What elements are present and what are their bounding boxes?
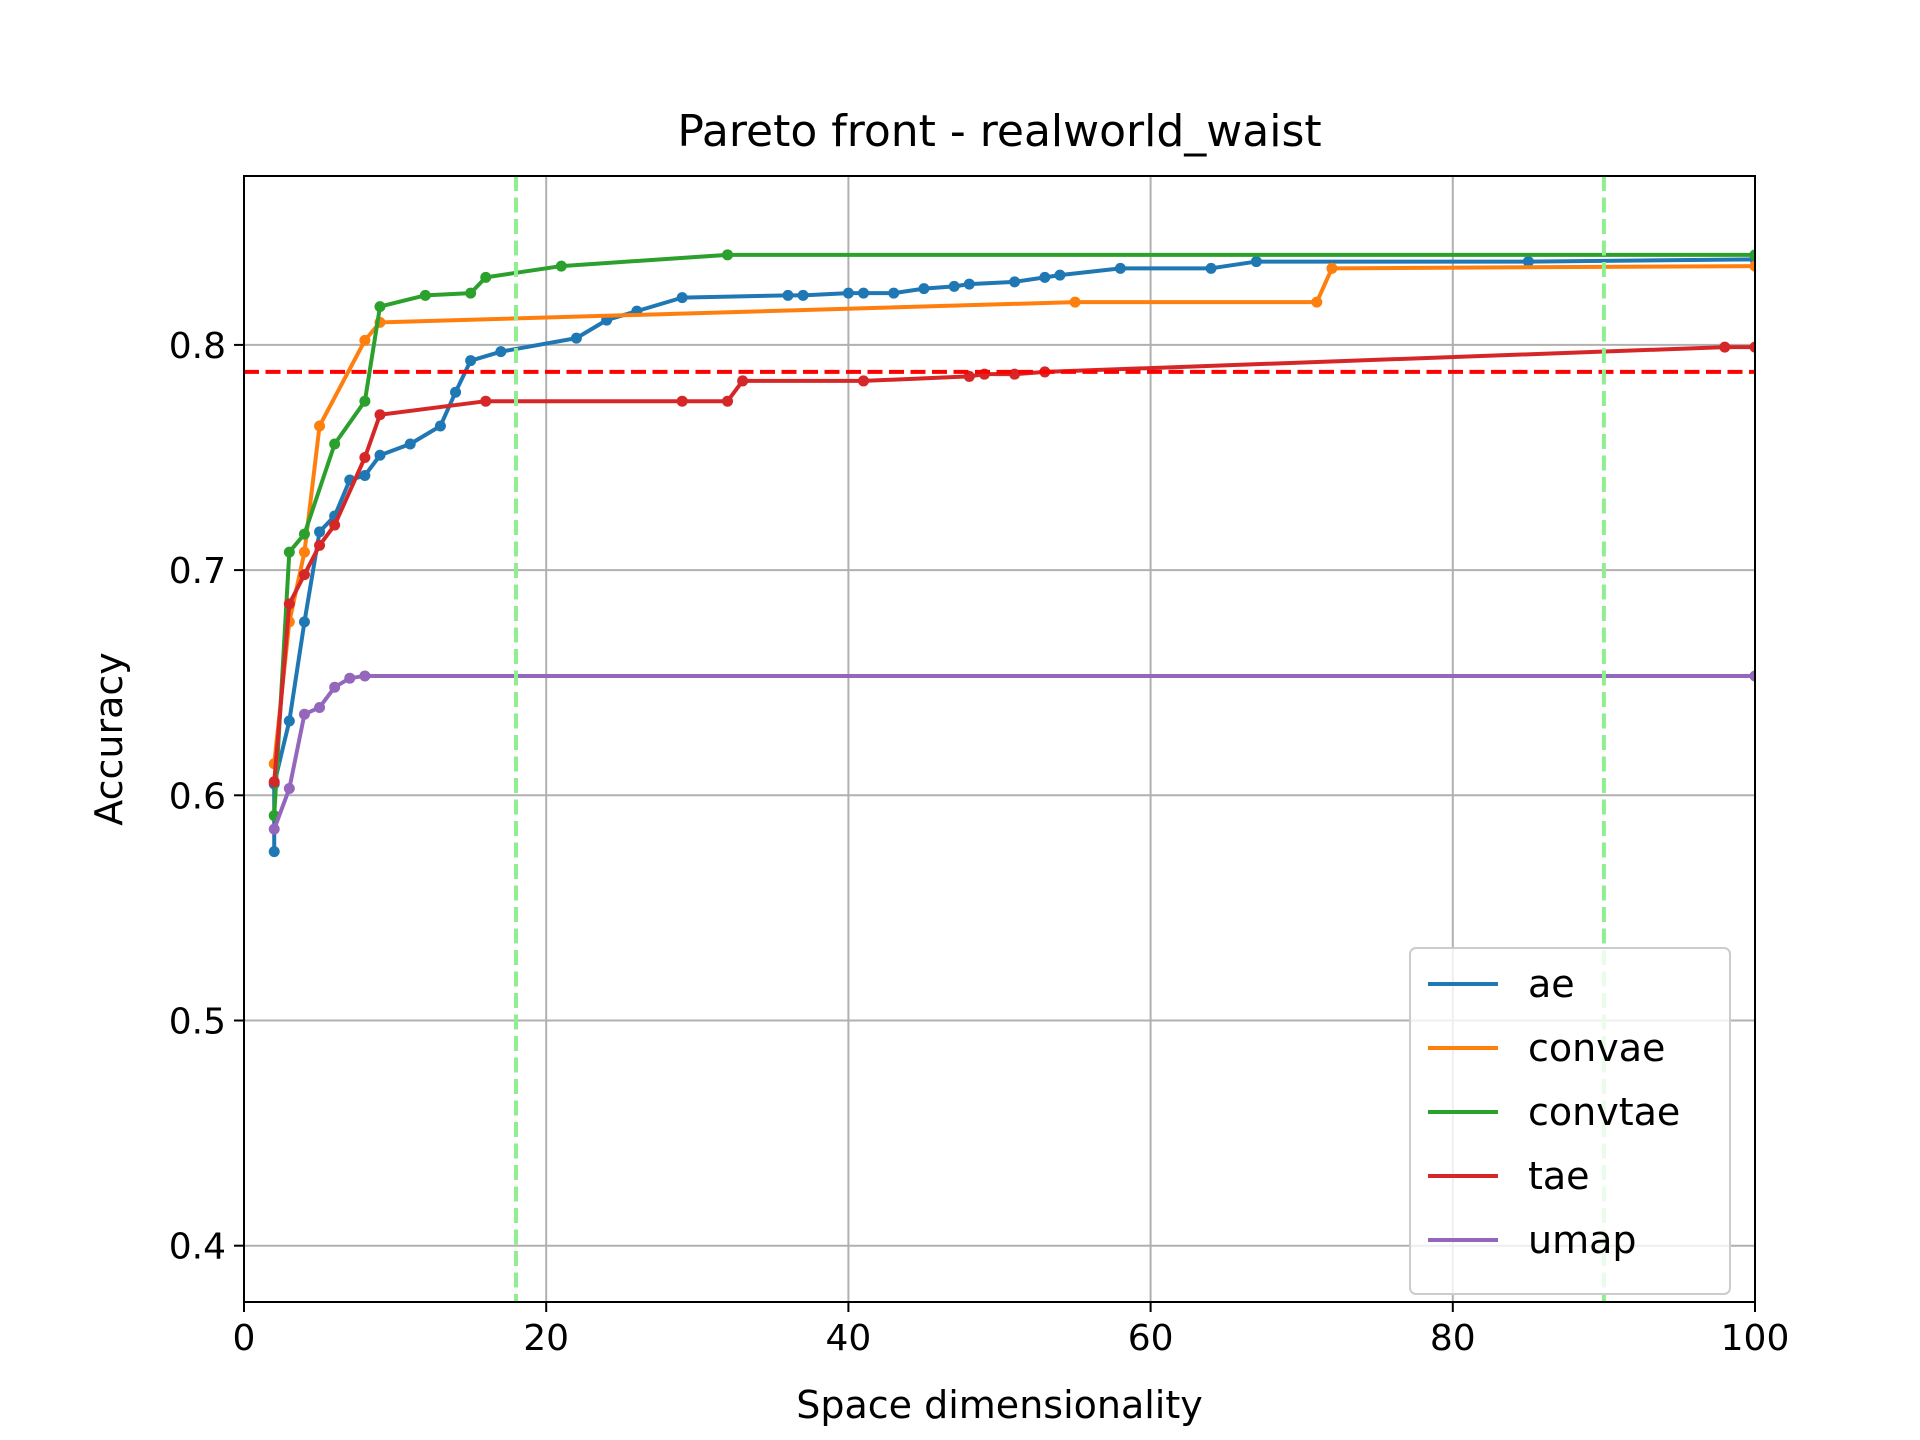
data-point-tae xyxy=(298,569,310,581)
legend-label-tae: tae xyxy=(1528,1154,1590,1198)
data-point-convae xyxy=(1326,262,1338,274)
data-point-ae xyxy=(359,470,371,482)
x-tick-label: 20 xyxy=(523,1318,569,1359)
y-tick-label: 0.4 xyxy=(169,1227,226,1268)
legend-label-convae: convae xyxy=(1528,1026,1665,1070)
data-point-tae xyxy=(480,395,492,407)
data-point-convtae xyxy=(465,287,477,299)
legend-box xyxy=(1409,947,1731,1295)
data-point-convtae xyxy=(298,528,310,540)
y-tick-label: 0.5 xyxy=(169,1002,226,1043)
data-point-convae xyxy=(359,334,371,346)
data-point-ae xyxy=(1250,256,1262,268)
data-point-ae xyxy=(465,355,477,367)
x-tick-label: 40 xyxy=(825,1318,871,1359)
data-point-umap xyxy=(283,783,295,795)
data-point-tae xyxy=(1009,368,1021,380)
data-point-ae xyxy=(570,332,582,344)
data-point-ae xyxy=(918,283,930,295)
data-point-tae xyxy=(314,539,326,551)
x-tick-label: 80 xyxy=(1430,1318,1476,1359)
data-point-ae xyxy=(797,289,809,301)
data-point-convae xyxy=(298,546,310,558)
data-point-umap xyxy=(359,670,371,682)
y-tick-label: 0.6 xyxy=(169,776,226,817)
data-point-umap xyxy=(314,701,326,713)
data-point-ae xyxy=(1009,276,1021,288)
data-point-ae xyxy=(374,449,386,461)
data-point-tae xyxy=(329,519,341,531)
data-point-tae xyxy=(737,375,749,387)
data-point-ae xyxy=(495,346,507,358)
data-point-convtae xyxy=(359,395,371,407)
data-point-ae xyxy=(1522,256,1534,268)
data-point-convtae xyxy=(722,249,734,261)
data-point-ae xyxy=(842,287,854,299)
data-point-ae xyxy=(948,280,960,292)
x-tick-label: 0 xyxy=(233,1318,256,1359)
data-point-ae xyxy=(434,420,446,432)
data-point-convtae xyxy=(374,301,386,313)
data-point-tae xyxy=(676,395,688,407)
data-point-tae xyxy=(268,776,280,788)
x-axis-label: Space dimensionality xyxy=(796,1383,1203,1427)
data-point-ae xyxy=(404,438,416,450)
data-point-umap xyxy=(1749,670,1755,682)
y-axis-label: Accuracy xyxy=(87,652,131,826)
chart-title: Pareto front - realworld_waist xyxy=(677,106,1321,157)
data-point-umap xyxy=(298,708,310,720)
data-point-tae xyxy=(374,409,386,421)
x-tick-label: 60 xyxy=(1128,1318,1174,1359)
data-point-ae xyxy=(676,292,688,304)
data-point-ae xyxy=(782,289,794,301)
data-point-ae xyxy=(1054,269,1066,281)
data-point-convtae xyxy=(283,546,295,558)
data-point-convae xyxy=(1749,260,1755,272)
y-tick-label: 0.7 xyxy=(169,551,226,592)
x-tick-label: 100 xyxy=(1721,1318,1790,1359)
data-point-umap xyxy=(329,681,341,693)
data-point-tae xyxy=(283,598,295,610)
data-point-ae xyxy=(268,846,280,858)
data-point-ae xyxy=(450,386,462,398)
plot-area xyxy=(244,176,1755,1302)
data-point-convtae xyxy=(419,289,431,301)
data-point-tae xyxy=(1749,341,1755,353)
axes: 0 20 40 60 80 100 0.4 0.5 0.6 0.7 0.8 xyxy=(169,175,1790,1359)
data-point-convae xyxy=(314,420,326,432)
data-point-ae xyxy=(1205,262,1217,274)
data-point-convae xyxy=(1311,296,1323,308)
data-point-tae xyxy=(1719,341,1731,353)
data-point-convae xyxy=(1069,296,1081,308)
data-point-convtae xyxy=(1749,249,1755,261)
series-line-ae xyxy=(272,257,1755,854)
legend: ae convae convtae tae umap xyxy=(1409,947,1731,1295)
y-tick-label: 0.8 xyxy=(169,326,226,367)
data-point-ae xyxy=(314,526,326,538)
data-point-convtae xyxy=(555,260,567,272)
data-point-convtae xyxy=(480,271,492,283)
data-point-ae xyxy=(1114,262,1126,274)
data-point-ae xyxy=(283,715,295,727)
data-point-tae xyxy=(722,395,734,407)
data-point-umap xyxy=(268,823,280,835)
series-umap xyxy=(268,670,1755,835)
data-point-tae xyxy=(858,375,870,387)
legend-label-umap: umap xyxy=(1528,1218,1637,1262)
axes-frame xyxy=(243,175,1756,1303)
data-point-convtae xyxy=(329,438,341,450)
data-point-ae xyxy=(888,287,900,299)
data-point-ae xyxy=(858,287,870,299)
data-point-umap xyxy=(344,672,356,684)
data-point-ae xyxy=(298,616,310,628)
data-point-ae xyxy=(963,278,975,290)
data-point-tae xyxy=(359,452,371,463)
legend-label-ae: ae xyxy=(1528,962,1575,1006)
legend-label-convtae: convtae xyxy=(1528,1090,1680,1134)
data-point-ae xyxy=(1039,271,1051,283)
